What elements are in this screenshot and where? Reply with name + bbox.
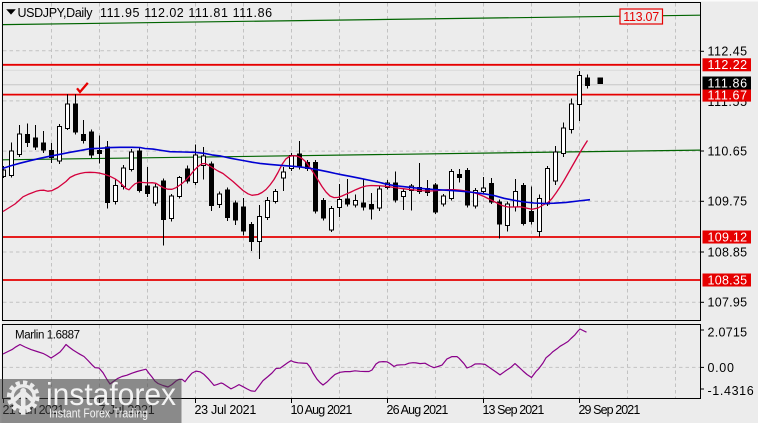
svg-text:29 Sep 2021: 29 Sep 2021 [579, 403, 641, 417]
svg-text:112.22: 112.22 [708, 58, 748, 72]
svg-text:111.86: 111.86 [233, 6, 273, 20]
svg-text:111.67: 111.67 [708, 89, 748, 103]
svg-text:107.95: 107.95 [708, 296, 748, 310]
svg-text:111.81: 111.81 [188, 6, 228, 20]
svg-text:Marlin 1.6887: Marlin 1.6887 [15, 330, 80, 342]
svg-text:instaforex: instaforex [46, 376, 176, 412]
svg-text:23 Jul 2021: 23 Jul 2021 [195, 403, 257, 417]
svg-text:112.02: 112.02 [144, 6, 184, 20]
svg-text:Instant Forex Trading: Instant Forex Trading [49, 407, 148, 421]
svg-text:USDJPY,Daily: USDJPY,Daily [18, 6, 94, 20]
svg-text:113.07: 113.07 [623, 10, 659, 24]
svg-text:26 Aug 2021: 26 Aug 2021 [387, 403, 449, 417]
svg-text:2.0715: 2.0715 [708, 326, 748, 340]
svg-text:0.00: 0.00 [708, 361, 734, 375]
svg-text:111.86: 111.86 [708, 76, 748, 90]
svg-text:109.75: 109.75 [708, 195, 748, 209]
svg-text:-1.4316: -1.4316 [708, 384, 754, 398]
svg-text:13 Sep 2021: 13 Sep 2021 [483, 403, 545, 417]
svg-text:112.45: 112.45 [708, 45, 748, 59]
svg-text:10 Aug 2021: 10 Aug 2021 [291, 403, 353, 417]
svg-text:110.65: 110.65 [708, 144, 748, 158]
svg-text:108.35: 108.35 [708, 273, 748, 287]
svg-text:108.85: 108.85 [708, 245, 748, 259]
svg-text:111.95: 111.95 [100, 6, 140, 20]
svg-text:109.12: 109.12 [708, 230, 748, 244]
